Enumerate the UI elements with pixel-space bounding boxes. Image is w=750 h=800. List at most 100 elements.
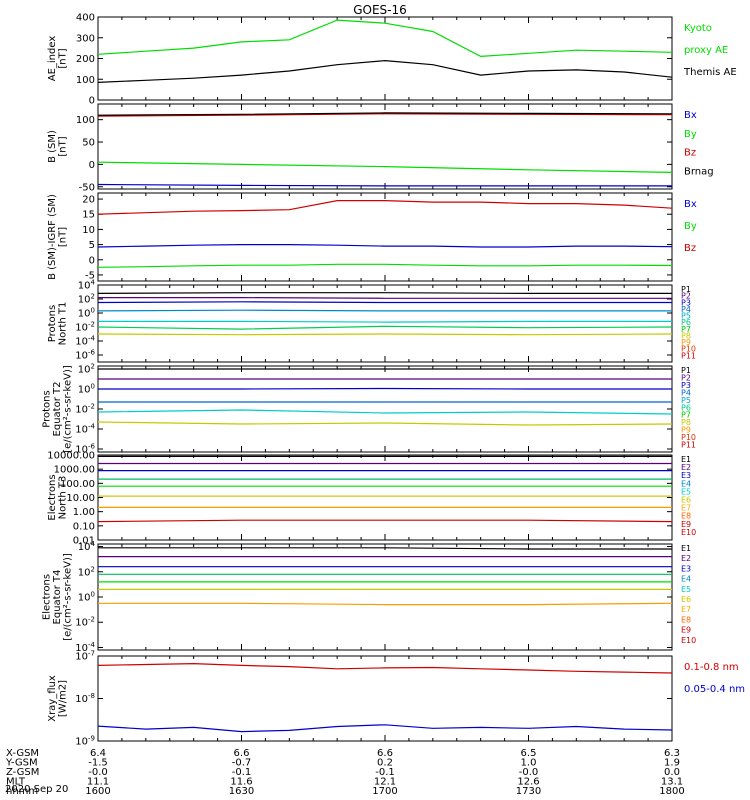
- ephemeris-value: 12.1: [374, 777, 396, 788]
- y-axis-label: Xray_flux: [47, 675, 58, 722]
- panel-frame: [97, 103, 673, 190]
- legend-label: E9: [681, 520, 691, 529]
- legend-label: E7: [681, 605, 691, 614]
- ephemeris-value: 1600: [85, 786, 110, 797]
- series-p4: [97, 309, 672, 312]
- ephemeris-value: 1.0: [521, 758, 537, 769]
- y-axis-label: North T3: [57, 476, 68, 520]
- series-bx: [97, 183, 672, 187]
- legend-label: P5: [681, 396, 691, 405]
- y-tick-label: 10-4: [75, 335, 95, 348]
- legend-label: E9: [681, 626, 691, 635]
- y-tick-label: -50: [79, 182, 95, 193]
- ephemeris-value: 1730: [516, 786, 541, 797]
- series-bz: [97, 113, 673, 117]
- y-tick-label: 0.10: [73, 521, 95, 532]
- legend-label: E4: [681, 575, 691, 584]
- legend-label: Brnag: [684, 166, 714, 177]
- legend-label: E2: [681, 554, 691, 563]
- series-p5: [97, 409, 673, 415]
- ephemeris-value: -0.7: [232, 758, 252, 769]
- y-tick-label: 102: [78, 363, 95, 376]
- ephemeris-value: 6.3: [664, 748, 680, 759]
- legend-label: E1: [681, 544, 691, 553]
- y-tick-label: 20: [82, 195, 95, 206]
- legend-label: P8: [681, 331, 691, 340]
- series-by: [97, 263, 673, 268]
- ephemeris-value: -0.1: [375, 767, 395, 778]
- y-tick-label: 400: [76, 13, 95, 24]
- ephemeris-value: 6.4: [90, 748, 106, 759]
- ephemeris-value: -0.0: [519, 767, 539, 778]
- ephemeris-value: 1.9: [664, 758, 680, 769]
- y-tick-label: 10000.00: [47, 451, 95, 462]
- legend-label: 0.05-0.4 nm: [684, 684, 745, 695]
- legend-label: E3: [681, 564, 691, 573]
- panel-2: -50 0 50 100 B (SM) [nT] Bx By Bz Brnag: [47, 103, 714, 193]
- legend-label: P10: [681, 433, 696, 442]
- legend-label: P1: [681, 366, 691, 375]
- y-tick-label: 300: [76, 33, 95, 44]
- ephemeris-row-label: MLT: [6, 777, 26, 788]
- legend-label: P3: [681, 298, 691, 307]
- series-p2: [98, 297, 672, 299]
- y-axis-label: [W/m2]: [57, 680, 68, 717]
- legend-label: P1: [681, 285, 691, 294]
- y-tick-label: 100: [76, 75, 95, 86]
- series-themis-ae: [97, 59, 673, 83]
- legend-label: E1: [681, 455, 691, 464]
- legend-label: Bz: [684, 243, 696, 254]
- y-tick-label: 104: [78, 540, 96, 553]
- ephemeris-value: -0.0: [88, 767, 108, 778]
- series-bx: [97, 244, 673, 248]
- y-tick-label: 50: [82, 138, 95, 149]
- y-tick-label: 10: [82, 225, 95, 236]
- y-axis-label: Equator T4: [52, 570, 63, 625]
- y-tick-label: 10-2: [75, 403, 95, 416]
- ephemeris-row-label: hhmm: [6, 786, 38, 797]
- series-e1: [98, 547, 672, 550]
- legend-label: E5: [681, 487, 691, 496]
- legend-label: P11: [681, 351, 696, 360]
- y-axis-label: [nT]: [57, 136, 68, 156]
- legend-label: E7: [681, 504, 691, 513]
- chart-title: GOES-16: [353, 3, 407, 17]
- y-tick-label: 10-2: [75, 616, 95, 629]
- legend-label: P7: [681, 325, 691, 334]
- panel-3: -5 0 5 10 15 20 B (SM)-IGRF (SM) [nT] Bx By Bz: [47, 192, 697, 282]
- y-tick-label: 10.00: [66, 493, 95, 504]
- y-tick-label: 15: [82, 210, 95, 221]
- y-tick-label: 10-9: [75, 735, 95, 748]
- legend-label: Themis AE: [683, 67, 737, 78]
- legend-label: P9: [681, 338, 691, 347]
- y-axis-label: AE_index: [47, 36, 58, 82]
- legend-label: P3: [681, 381, 691, 390]
- panel-frame: [97, 16, 673, 101]
- ephemeris-value: 6.6: [234, 748, 250, 759]
- panel-8: 10-7 10-8 10-9 Xray_flux [W/m2] 0.1-0.8 nm 0.0…: [47, 650, 745, 748]
- legend-label: P11: [681, 441, 696, 450]
- ephemeris-row-label: Z-GSM: [6, 767, 39, 778]
- y-tick-label: 10-4: [75, 423, 95, 436]
- legend-label: E4: [681, 479, 691, 488]
- y-axis-label: [nT]: [57, 227, 68, 247]
- y-axis-label: [e/(cm²-s-sr-keV)]: [63, 553, 74, 641]
- legend-label: E8: [681, 512, 691, 521]
- y-axis-label: [e/(cm²-s-sr-keV)]: [63, 365, 74, 453]
- date-label: 2020 Sep 20: [5, 784, 68, 795]
- legend-label: E5: [681, 585, 691, 594]
- legend-label: Kyoto: [684, 23, 712, 34]
- series-p3: [98, 387, 672, 390]
- legend-label: E2: [681, 463, 691, 472]
- y-tick-label: 104: [78, 279, 96, 292]
- legend-label: P5: [681, 312, 691, 321]
- legend-label: By: [684, 221, 697, 232]
- y-tick-label: 100: [78, 307, 95, 320]
- panel-frame: [97, 192, 673, 282]
- y-axis-label: B (SM)-IGRF (SM): [47, 194, 58, 280]
- legend-label: 0.1-0.8 nm: [684, 662, 739, 673]
- panel-frame: [97, 284, 673, 363]
